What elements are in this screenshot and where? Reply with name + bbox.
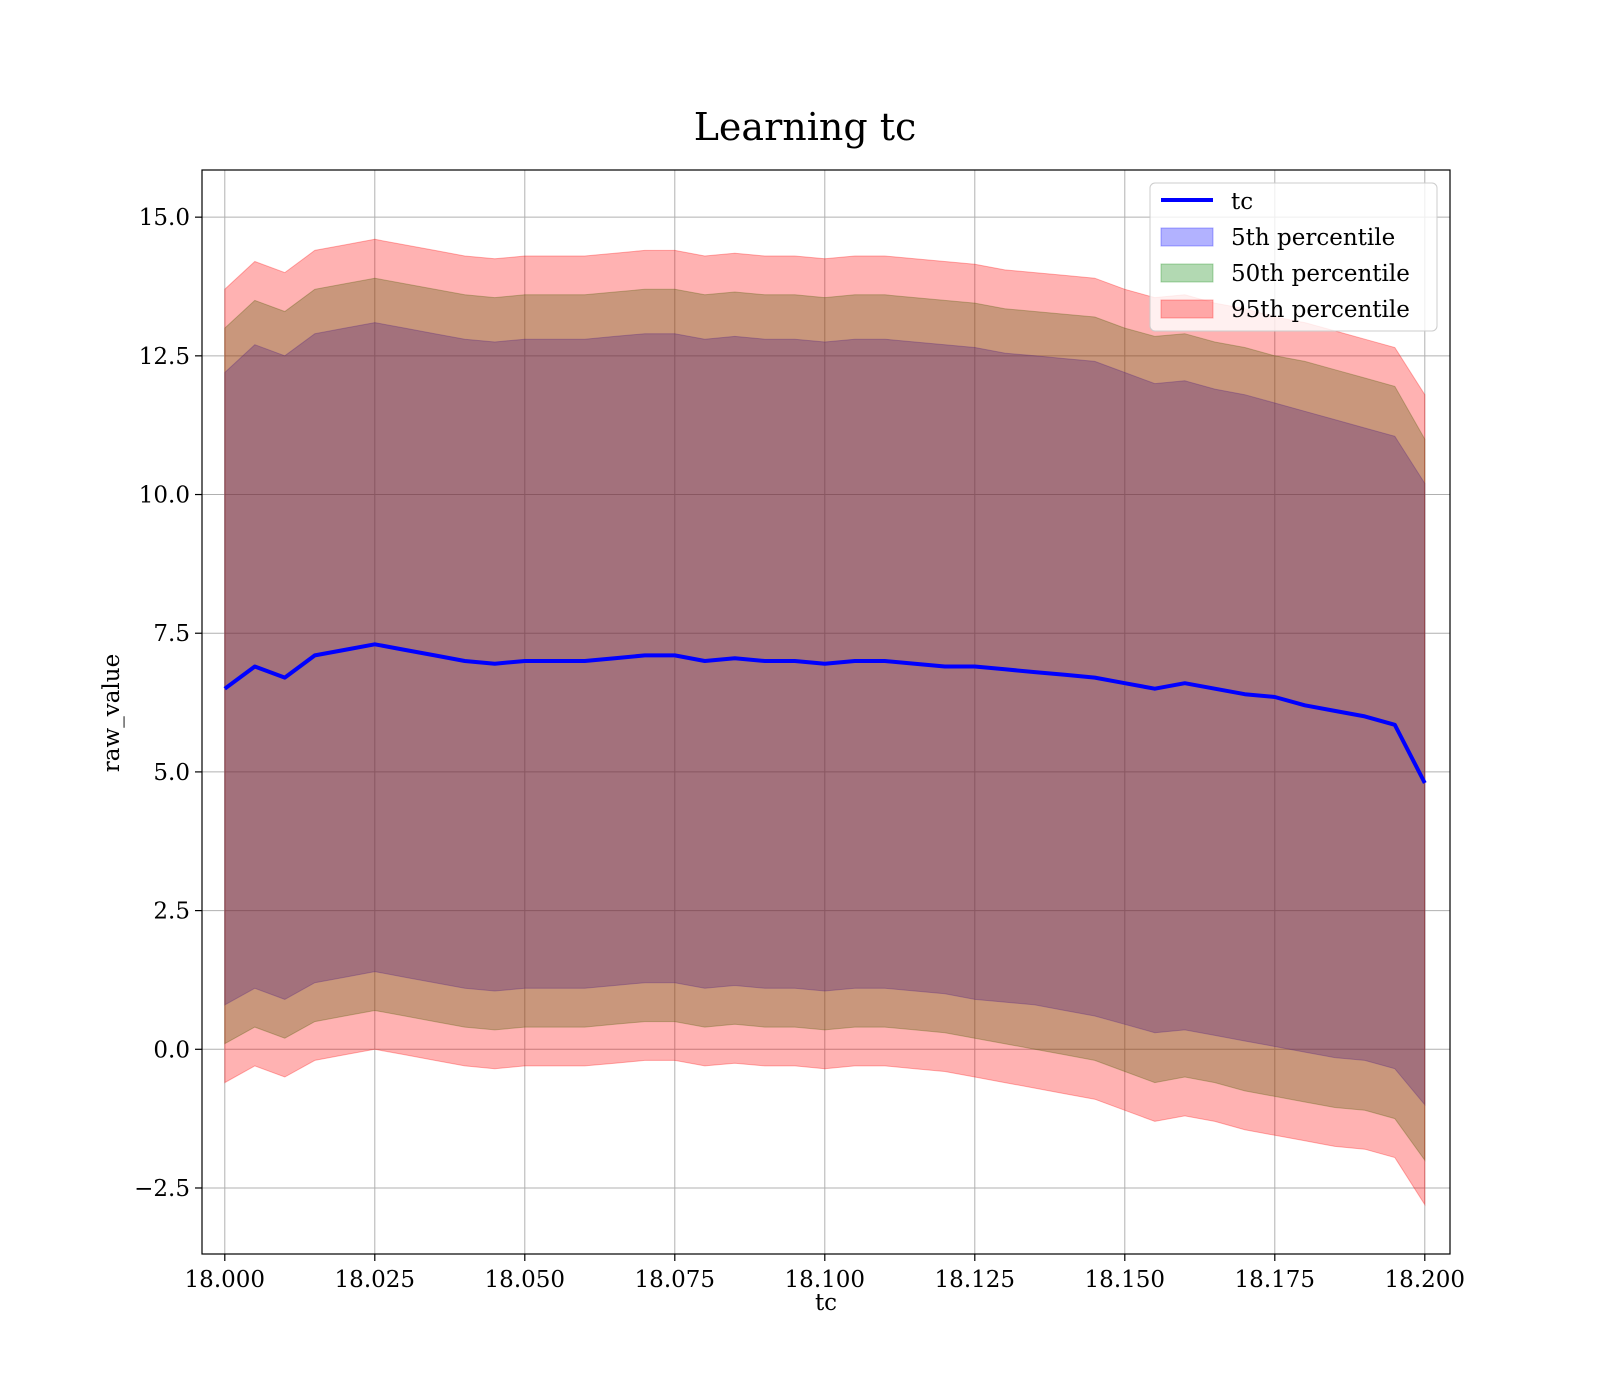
plot-frame [201, 169, 1451, 1255]
line-tc [223, 642, 1427, 784]
y-axis: −2.5 0.0 2.5 5.0 7.5 10.0 12.5 15.0 [134, 205, 202, 1202]
legend-swatch-50th-percentile [1160, 263, 1214, 283]
x-tick-label: 18.050 [485, 1267, 565, 1293]
y-tick-label: −2.5 [134, 1176, 190, 1202]
x-tick-label: 18.200 [1385, 1267, 1465, 1293]
legend-label-50th-percentile: 50th percentile [1231, 261, 1410, 287]
plot-background [202, 170, 1450, 1254]
band-95th-percentile [224, 238, 1426, 1207]
x-axis-label: tc [815, 1290, 837, 1316]
band-5th-percentile [224, 322, 1426, 1107]
y-tick-label: 2.5 [153, 899, 190, 925]
y-tick-label: 5.0 [153, 760, 190, 786]
x-tick-label: 18.150 [1085, 1267, 1165, 1293]
series-lines [223, 642, 1427, 784]
percentile-bands [224, 238, 1426, 1207]
x-tick-label: 18.175 [1235, 1267, 1315, 1293]
x-tick-label: 18.000 [185, 1267, 265, 1293]
legend: tc 5th percentile 50th percentile 95th p… [1149, 182, 1438, 332]
legend-box [1149, 182, 1438, 332]
legend-label-95th-percentile: 95th percentile [1231, 297, 1410, 323]
x-tick-label: 18.125 [935, 1267, 1015, 1293]
chart-title: Learning tc [694, 105, 917, 149]
x-tick-label: 18.025 [335, 1267, 415, 1293]
y-axis-label: raw_value [99, 654, 125, 772]
y-tick-label: 12.5 [139, 344, 190, 370]
legend-swatch-5th-percentile [1160, 227, 1214, 247]
x-tick-label: 18.075 [635, 1267, 715, 1293]
x-axis: 18.000 18.025 18.050 18.075 18.100 18.125 18.1… [185, 1254, 1465, 1293]
band-50th-percentile [224, 277, 1426, 1162]
y-tick-label: 15.0 [139, 205, 190, 231]
y-tick-label: 0.0 [153, 1037, 190, 1063]
legend-label-tc: tc [1231, 189, 1253, 215]
x-tick-label: 18.100 [785, 1267, 865, 1293]
plot-area [201, 169, 1451, 1255]
y-tick-label: 7.5 [153, 621, 190, 647]
legend-swatch-95th-percentile [1160, 299, 1214, 319]
legend-label-5th-percentile: 5th percentile [1231, 225, 1395, 251]
y-tick-label: 10.0 [139, 483, 190, 509]
